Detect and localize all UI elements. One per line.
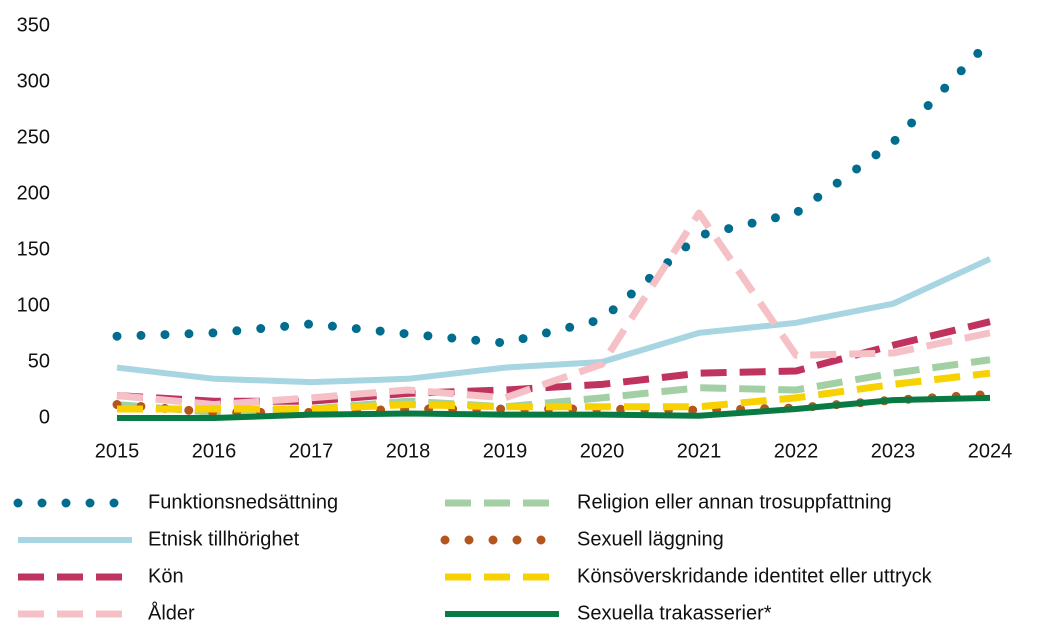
series-line [116, 356, 991, 416]
x-tick-label: 2019 [483, 440, 528, 462]
series-line [116, 318, 991, 405]
legend-label: Könsöverskridande identitet eller uttryc… [577, 565, 933, 587]
x-tick-label: 2018 [386, 440, 431, 462]
y-tick-label: 350 [17, 14, 50, 36]
y-tick-label: 300 [17, 70, 50, 92]
x-tick-label: 2016 [192, 440, 237, 462]
series-line [112, 36, 995, 348]
x-tick-label: 2017 [289, 440, 334, 462]
series-line [112, 389, 995, 417]
y-tick-label: 200 [17, 182, 50, 204]
y-tick-label: 50 [28, 350, 50, 372]
series-line [117, 369, 991, 413]
series-line [116, 256, 992, 386]
series-line [116, 209, 991, 409]
legend-label: Kön [148, 565, 184, 587]
legend-label: Sexuell läggning [577, 528, 724, 550]
x-tick-label: 2015 [95, 440, 140, 462]
y-tick-label: 100 [17, 294, 50, 316]
legend-label: Sexuella trakasserier* [577, 602, 772, 624]
legend-label: Funktionsnedsättning [148, 491, 338, 513]
series-line [117, 394, 991, 421]
x-tick-label: 2022 [774, 440, 819, 462]
x-tick-label: 2024 [968, 440, 1013, 462]
x-tick-label: 2021 [677, 440, 722, 462]
y-tick-label: 0 [39, 406, 50, 428]
y-tick-label: 250 [17, 126, 50, 148]
x-tick-label: 2020 [580, 440, 625, 462]
legend-label: Etnisk tillhörighet [148, 528, 300, 550]
y-tick-label: 150 [17, 238, 50, 260]
legend-label: Ålder [148, 601, 195, 624]
x-tick-label: 2023 [871, 440, 916, 462]
legend-label: Religion eller annan trosuppfattning [577, 491, 892, 513]
